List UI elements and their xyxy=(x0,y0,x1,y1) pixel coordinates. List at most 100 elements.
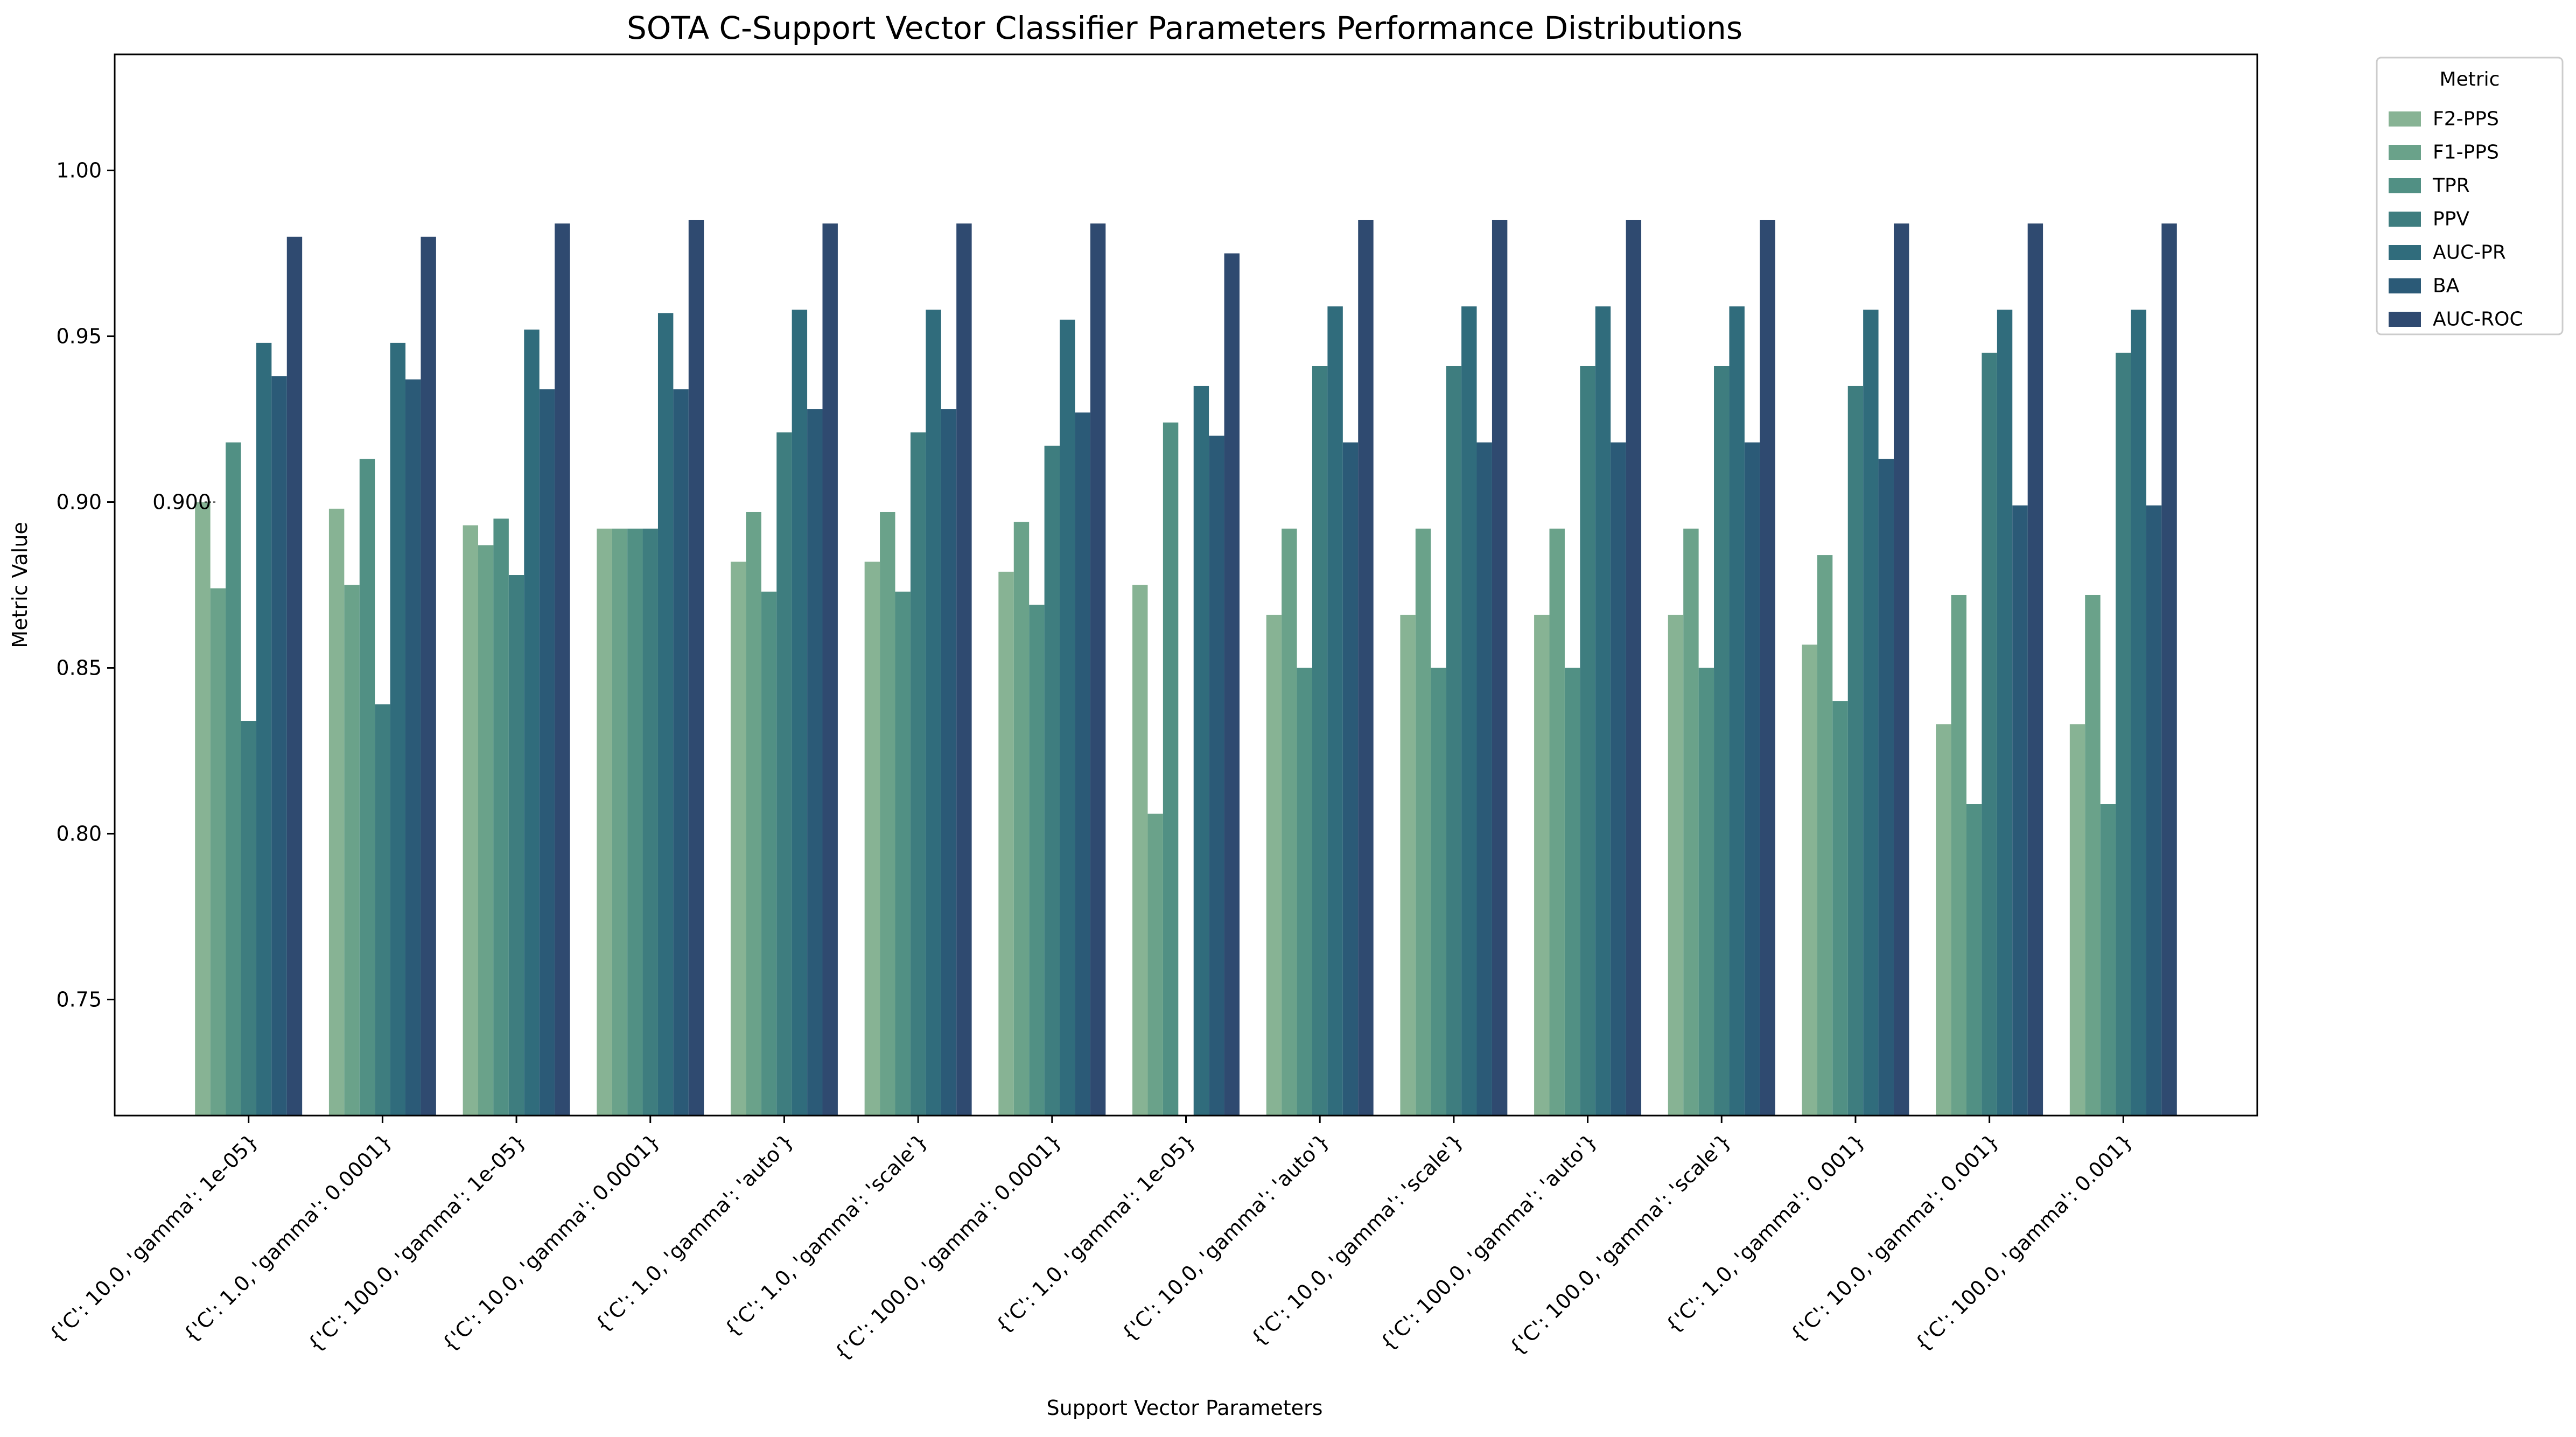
bar-ba-8 xyxy=(1342,442,1359,1116)
bar-tpr-4 xyxy=(761,591,777,1116)
legend-label-f2-pps: F2-PPS xyxy=(2433,108,2499,130)
bar-f1-pps-12 xyxy=(1817,555,1833,1116)
bar-auc-pr-0 xyxy=(256,342,272,1116)
bar-tpr-3 xyxy=(627,528,643,1116)
legend-label-ppv: PPV xyxy=(2433,208,2469,230)
annotation-label: 0.900 xyxy=(152,490,211,514)
bar-auc-roc-6 xyxy=(1090,223,1106,1116)
bar-auc-roc-8 xyxy=(1358,220,1374,1116)
legend-swatch-f1-pps xyxy=(2389,145,2421,160)
bar-ba-7 xyxy=(1209,436,1224,1116)
bar-tpr-13 xyxy=(1966,804,1982,1116)
y-axis-label: Metric Value xyxy=(8,522,32,648)
bar-f1-pps-9 xyxy=(1415,528,1431,1116)
bar-auc-pr-2 xyxy=(524,330,540,1116)
bar-f2-pps-2 xyxy=(463,525,479,1116)
bar-f2-pps-14 xyxy=(2069,724,2085,1116)
legend-label-f1-pps: F1-PPS xyxy=(2433,142,2499,164)
bar-f1-pps-4 xyxy=(746,511,761,1116)
bar-auc-roc-4 xyxy=(822,223,838,1116)
bar-ppv-13 xyxy=(1982,353,1997,1116)
bar-ppv-0 xyxy=(241,721,256,1116)
bar-ppv-2 xyxy=(508,575,524,1116)
bar-f2-pps-0 xyxy=(195,502,211,1116)
bar-auc-roc-12 xyxy=(1893,223,1909,1116)
bar-auc-pr-5 xyxy=(926,310,941,1116)
bar-tpr-11 xyxy=(1698,668,1714,1116)
bar-tpr-6 xyxy=(1029,605,1045,1116)
bar-auc-roc-7 xyxy=(1224,253,1240,1116)
legend-label-ba: BA xyxy=(2433,275,2460,297)
chart-title: SOTA C-Support Vector Classifier Paramet… xyxy=(627,10,1742,46)
legend-swatch-ppv xyxy=(2389,212,2421,227)
plot-area: 0.900 xyxy=(114,53,2258,1117)
y-axis: 0.75 0.80 0.85 0.90 0.95 1.00 xyxy=(56,159,115,1011)
bar-ba-4 xyxy=(807,409,823,1116)
bar-f1-pps-7 xyxy=(1147,814,1163,1116)
bar-ppv-11 xyxy=(1714,366,1730,1116)
bar-f1-pps-11 xyxy=(1683,528,1699,1116)
bar-auc-pr-9 xyxy=(1461,306,1477,1116)
bar-auc-pr-12 xyxy=(1863,310,1879,1116)
y-tick-label: 0.80 xyxy=(56,822,102,845)
bar-auc-roc-9 xyxy=(1492,220,1508,1116)
legend-box xyxy=(2376,57,2564,335)
bar-auc-roc-14 xyxy=(2161,223,2177,1116)
legend-swatch-auc-roc xyxy=(2389,312,2421,327)
bar-auc-pr-8 xyxy=(1327,306,1343,1116)
bar-auc-roc-5 xyxy=(956,223,972,1116)
legend-label-tpr: TPR xyxy=(2432,175,2470,197)
y-tick-label: 1.00 xyxy=(56,159,102,183)
bar-f1-pps-5 xyxy=(880,511,895,1116)
y-tick-label: 0.95 xyxy=(56,325,102,348)
bar-auc-roc-13 xyxy=(2027,223,2043,1116)
bar-auc-roc-2 xyxy=(555,223,570,1116)
bar-ba-12 xyxy=(1878,459,1894,1116)
bar-f1-pps-10 xyxy=(1549,528,1565,1116)
bar-ba-0 xyxy=(271,376,287,1116)
bar-ppv-12 xyxy=(1847,385,1864,1116)
bar-tpr-2 xyxy=(493,518,509,1116)
bar-f1-pps-6 xyxy=(1013,522,1030,1116)
bar-ba-14 xyxy=(2146,505,2162,1116)
bar-tpr-7 xyxy=(1163,422,1179,1116)
bar-f1-pps-13 xyxy=(1951,594,1966,1116)
bar-ba-5 xyxy=(941,409,957,1116)
bar-ba-13 xyxy=(2012,505,2028,1116)
bar-ba-3 xyxy=(673,389,689,1116)
bar-ba-10 xyxy=(1611,442,1626,1116)
bar-ba-2 xyxy=(539,389,555,1116)
x-axis-label: Support Vector Parameters xyxy=(1047,1396,1323,1420)
bar-f2-pps-3 xyxy=(597,528,612,1116)
bar-ba-1 xyxy=(405,379,421,1116)
bar-f2-pps-7 xyxy=(1132,585,1148,1116)
bar-auc-pr-10 xyxy=(1595,306,1611,1116)
bar-auc-pr-13 xyxy=(1997,310,2013,1116)
bar-ba-6 xyxy=(1075,412,1090,1116)
bar-f1-pps-3 xyxy=(612,528,628,1116)
legend-swatch-auc-pr xyxy=(2389,245,2421,260)
bar-ppv-6 xyxy=(1044,445,1060,1116)
annotation-layer: 0.900 xyxy=(152,490,215,514)
bar-tpr-14 xyxy=(2100,804,2116,1116)
bar-tpr-9 xyxy=(1431,668,1446,1116)
bar-tpr-12 xyxy=(1832,701,1848,1116)
bar-ba-11 xyxy=(1744,442,1760,1116)
y-tick-label: 0.75 xyxy=(56,987,102,1011)
bar-ppv-5 xyxy=(910,432,926,1116)
bar-f2-pps-1 xyxy=(328,508,345,1116)
bar-ba-9 xyxy=(1476,442,1492,1116)
bar-ppv-14 xyxy=(2116,353,2131,1116)
bar-f2-pps-5 xyxy=(864,562,880,1116)
bar-auc-roc-0 xyxy=(286,236,303,1116)
bar-f1-pps-0 xyxy=(210,588,226,1116)
bar-auc-pr-4 xyxy=(792,310,808,1116)
bar-tpr-10 xyxy=(1564,668,1580,1116)
legend-swatch-ba xyxy=(2389,278,2421,293)
bar-tpr-8 xyxy=(1297,668,1312,1116)
bar-auc-pr-7 xyxy=(1193,385,1209,1116)
bars-layer xyxy=(195,220,2177,1116)
bar-tpr-5 xyxy=(895,591,911,1116)
bar-auc-roc-1 xyxy=(421,236,436,1116)
